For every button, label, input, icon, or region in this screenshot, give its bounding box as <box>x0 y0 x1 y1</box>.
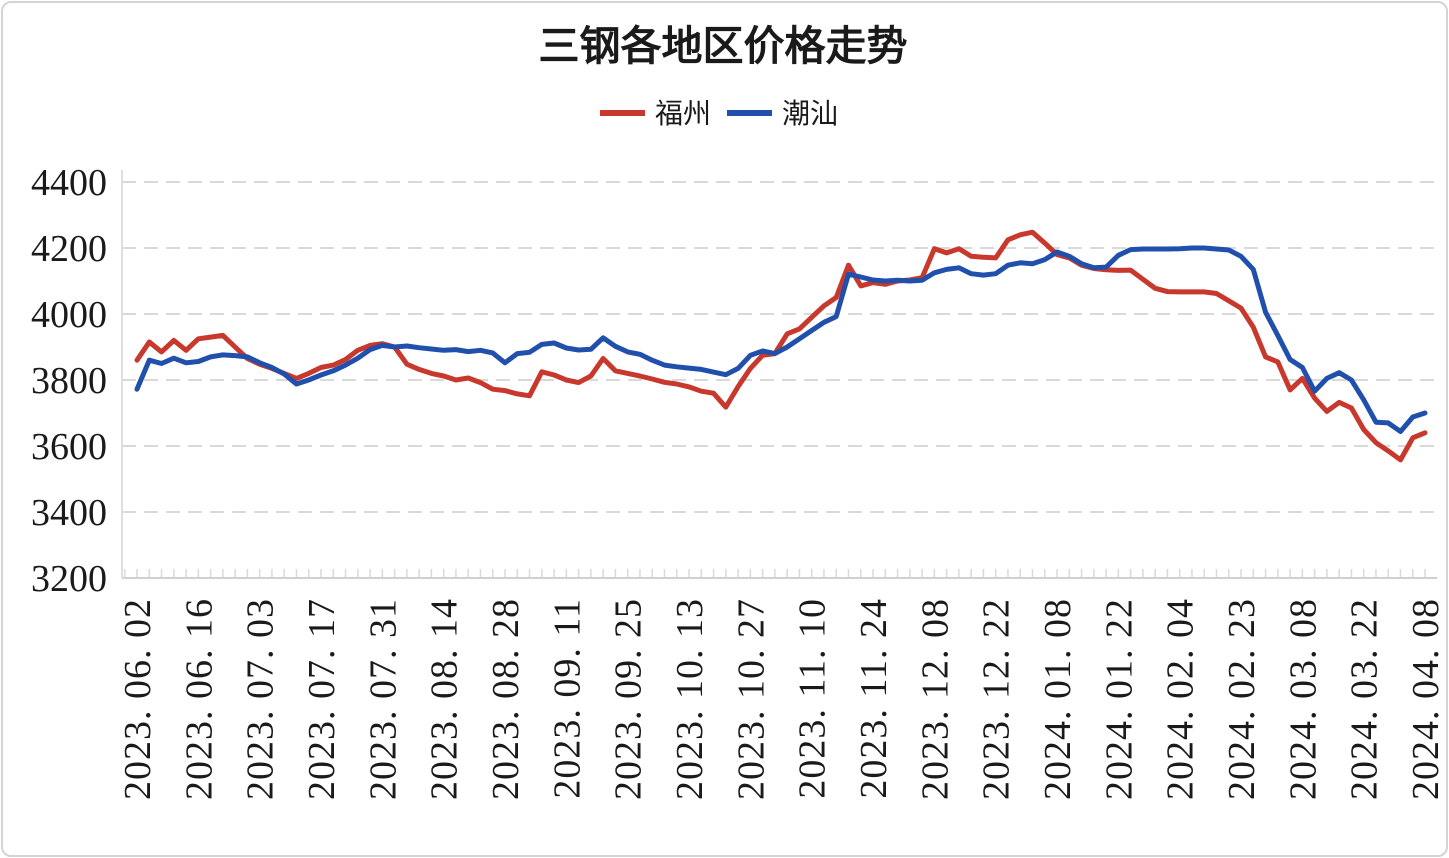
x-tick-label: 2023. 12. 08 <box>914 598 956 800</box>
x-tick-label: 2023. 07. 03 <box>240 598 282 800</box>
y-axis-labels: 4400 4200 4000 3800 3600 3400 3200 <box>31 162 107 600</box>
x-tick-label: 2023. 10. 27 <box>730 598 772 800</box>
x-tick-label: 2023. 12. 22 <box>976 598 1018 800</box>
x-tick-label: 2023. 11. 24 <box>853 598 895 799</box>
y-tick-label: 4400 <box>31 162 107 204</box>
x-tick-label: 2024. 03. 22 <box>1344 598 1386 800</box>
x-axis-minor-ticks <box>123 569 1426 578</box>
legend-chaoshan-label: 潮汕 <box>782 98 838 130</box>
x-tick-label: 2024. 01. 22 <box>1098 598 1140 800</box>
legend-fuzhou-label: 福州 <box>655 98 711 130</box>
y-tick-label: 4000 <box>31 294 107 336</box>
x-tick-label: 2023. 08. 28 <box>485 598 527 800</box>
chart-title: 三钢各地区价格走势 <box>539 23 908 69</box>
x-axis-labels: 2023. 06. 02 2023. 06. 16 2023. 07. 03 2023… <box>117 598 1447 800</box>
y-tick-label: 3400 <box>31 492 107 534</box>
x-tick-label: 2023. 06. 02 <box>117 598 159 800</box>
x-tick-label: 2024. 01. 08 <box>1037 598 1079 800</box>
y-tick-label: 3600 <box>31 426 107 468</box>
y-tick-label: 3800 <box>31 360 107 402</box>
series-fuzhou-line <box>134 229 1428 463</box>
legend: 福州 潮汕 <box>600 98 838 130</box>
x-tick-label: 2023. 09. 25 <box>608 598 650 800</box>
y-tick-label: 4200 <box>31 228 107 270</box>
x-tick-label: 2024. 02. 23 <box>1221 598 1263 800</box>
y-tick-label: 3200 <box>31 558 107 600</box>
x-tick-label: 2024. 03. 08 <box>1282 598 1324 800</box>
x-tick-label: 2023. 10. 13 <box>669 598 711 800</box>
x-tick-label: 2023. 08. 14 <box>424 598 466 800</box>
x-tick-label: 2023. 09. 11 <box>546 598 588 799</box>
series-chaoshan-line <box>134 245 1428 434</box>
x-tick-label: 2024. 04. 08 <box>1405 598 1447 800</box>
x-tick-label: 2023. 06. 16 <box>178 598 220 800</box>
x-tick-label: 2023. 07. 17 <box>301 598 343 800</box>
x-tick-label: 2024. 02. 04 <box>1160 598 1202 800</box>
x-tick-label: 2023. 11. 10 <box>792 598 834 799</box>
x-tick-label: 2023. 07. 31 <box>362 598 404 800</box>
